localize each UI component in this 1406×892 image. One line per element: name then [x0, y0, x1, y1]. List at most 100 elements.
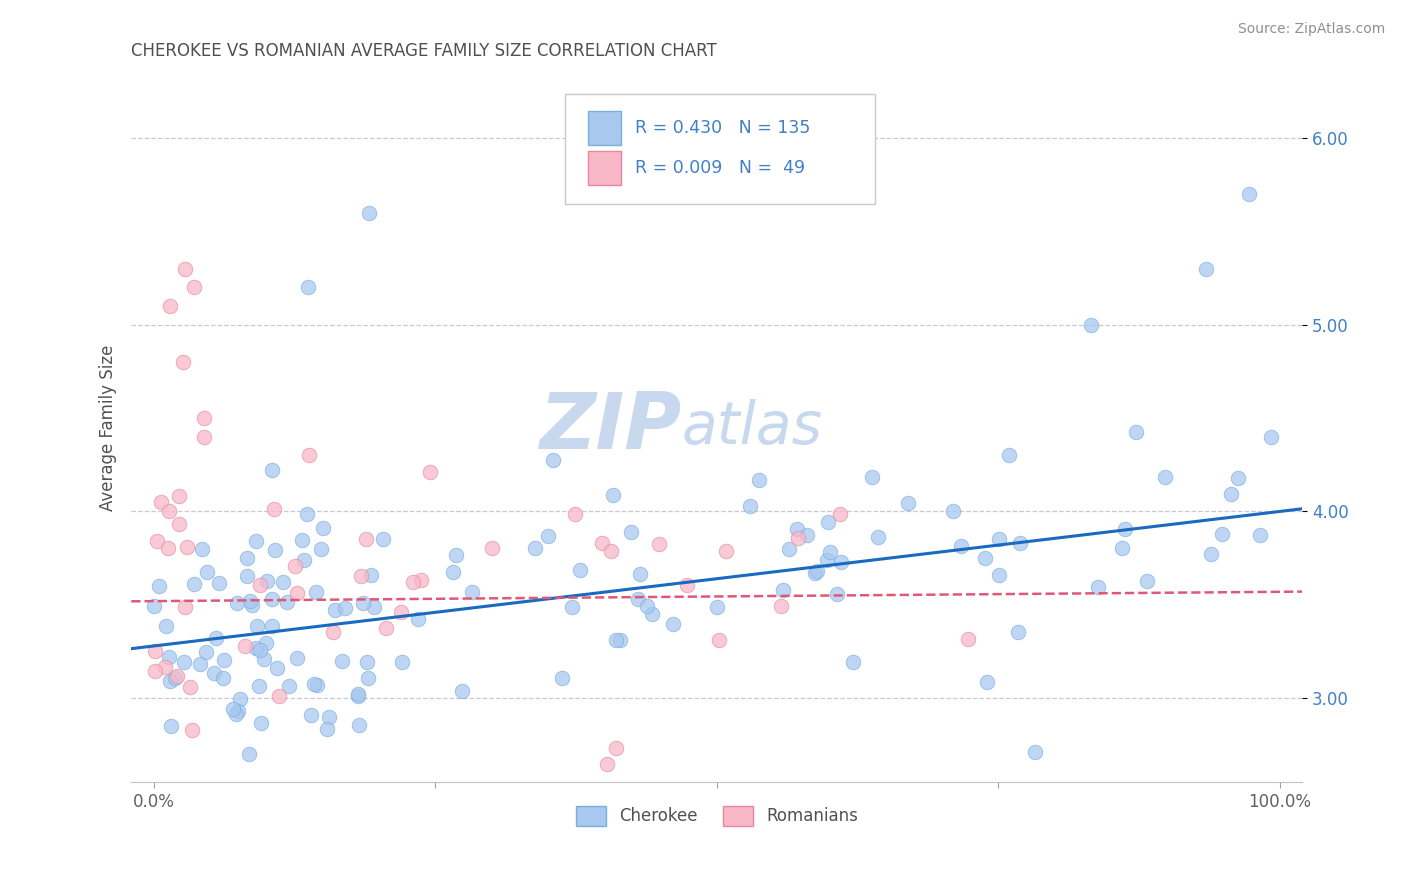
Point: [706, 599, 728, 614]
Point: [176, 540, 198, 554]
Point: [676, 578, 699, 592]
Point: [748, 473, 770, 487]
Point: [323, 603, 346, 617]
Point: [180, 723, 202, 738]
Point: [620, 524, 643, 539]
Point: [159, 673, 181, 688]
Point: [949, 540, 972, 554]
Point: [419, 465, 441, 479]
Point: [738, 499, 761, 513]
Point: [202, 665, 225, 680]
Point: [239, 594, 262, 608]
Point: [371, 532, 394, 546]
Point: [450, 684, 472, 698]
Point: [294, 553, 316, 567]
Text: R = 0.009   N =  49: R = 0.009 N = 49: [634, 160, 804, 178]
Point: [641, 607, 664, 622]
Point: [596, 756, 619, 771]
Point: [169, 489, 191, 503]
Point: [179, 680, 201, 694]
Point: [167, 517, 190, 532]
Point: [278, 679, 301, 693]
Point: [347, 718, 370, 732]
Point: [157, 649, 180, 664]
Point: [772, 583, 794, 598]
Point: [183, 280, 205, 294]
Legend: Cherokee, Romanians: Cherokee, Romanians: [568, 797, 866, 834]
Point: [188, 657, 211, 672]
Point: [787, 531, 810, 545]
Point: [193, 411, 215, 425]
Point: [143, 599, 166, 613]
Point: [591, 536, 613, 550]
Point: [804, 566, 827, 580]
Point: [627, 591, 650, 606]
Point: [363, 599, 385, 614]
Point: [254, 636, 277, 650]
Point: [172, 355, 194, 369]
Point: [173, 261, 195, 276]
Point: [976, 675, 998, 690]
Point: [406, 612, 429, 626]
Point: [225, 706, 247, 721]
Point: [942, 503, 965, 517]
Point: [815, 553, 838, 567]
Point: [245, 534, 267, 549]
Point: [250, 716, 273, 731]
Point: [897, 496, 920, 510]
Point: [191, 541, 214, 556]
Point: [173, 655, 195, 669]
Point: [247, 679, 270, 693]
Point: [769, 599, 792, 614]
Point: [360, 567, 382, 582]
Point: [564, 507, 586, 521]
Point: [214, 653, 236, 667]
Point: [235, 639, 257, 653]
Text: CHEROKEE VS ROMANIAN AVERAGE FAMILY SIZE CORRELATION CHART: CHEROKEE VS ROMANIAN AVERAGE FAMILY SIZE…: [131, 42, 717, 60]
Point: [226, 705, 249, 719]
Text: R = 0.430   N = 135: R = 0.430 N = 135: [634, 119, 810, 136]
Point: [1249, 528, 1271, 542]
Point: [264, 543, 287, 558]
Point: [636, 599, 658, 614]
Point: [238, 747, 260, 762]
Point: [155, 619, 177, 633]
Point: [1024, 745, 1046, 759]
Point: [354, 532, 377, 546]
Point: [648, 537, 671, 551]
Point: [523, 541, 546, 555]
Point: [786, 522, 808, 536]
Point: [1153, 470, 1175, 484]
Point: [299, 707, 322, 722]
Point: [195, 565, 218, 579]
Point: [160, 719, 183, 733]
Point: [291, 533, 314, 548]
Point: [163, 672, 186, 686]
Point: [541, 453, 564, 467]
Point: [1114, 522, 1136, 536]
Point: [333, 600, 356, 615]
Point: [193, 430, 215, 444]
Point: [1087, 580, 1109, 594]
Point: [1195, 261, 1218, 276]
Point: [256, 574, 278, 588]
Point: [284, 558, 307, 573]
Point: [318, 710, 340, 724]
Point: [997, 448, 1019, 462]
Point: [260, 591, 283, 606]
Point: [276, 595, 298, 609]
Point: [297, 280, 319, 294]
Point: [260, 619, 283, 633]
Point: [481, 541, 503, 555]
Text: Source: ZipAtlas.com: Source: ZipAtlas.com: [1237, 22, 1385, 37]
Point: [212, 671, 235, 685]
Point: [860, 470, 883, 484]
Point: [1080, 318, 1102, 332]
Bar: [588, 152, 620, 186]
Point: [159, 504, 181, 518]
Point: [1237, 186, 1260, 201]
Point: [194, 645, 217, 659]
Point: [868, 530, 890, 544]
Point: [605, 632, 627, 647]
Point: [242, 598, 264, 612]
